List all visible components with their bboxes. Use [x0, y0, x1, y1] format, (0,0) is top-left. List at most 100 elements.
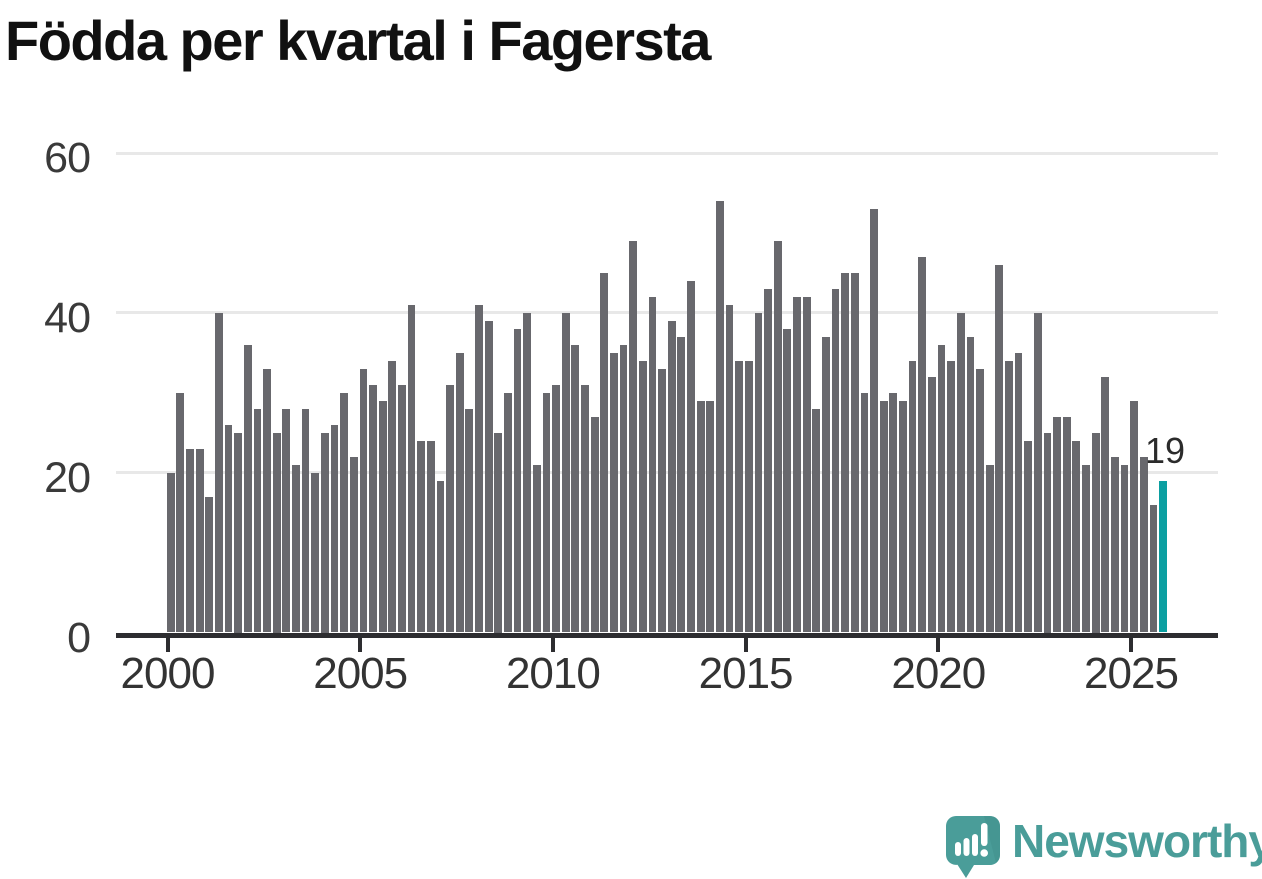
- x-axis-tick-2015: [743, 637, 748, 652]
- bar-2002Q3: [263, 368, 271, 633]
- bar-2000Q4: [195, 448, 204, 633]
- bar-2025Q3: [1149, 504, 1158, 633]
- bar-2009Q2: [523, 312, 532, 633]
- bar-2016Q1: [783, 328, 792, 633]
- bar-2012Q3: [648, 296, 657, 633]
- bar-2008Q1: [475, 304, 483, 633]
- y-axis-label-0: 0: [67, 613, 91, 662]
- bar-2012Q2: [638, 360, 647, 633]
- bar-2017Q4: [850, 272, 859, 633]
- bar-2017Q1: [821, 336, 830, 633]
- bar-2008Q4: [504, 392, 512, 633]
- bar-2023Q4: [1082, 464, 1090, 633]
- bar-2024Q4: [1120, 464, 1129, 633]
- bar-2014Q2: [715, 201, 724, 633]
- y-axis-label-20: 20: [44, 453, 91, 502]
- newsworthy-logo-text: Newsworthy: [1012, 815, 1262, 867]
- gridline-y-20: [116, 471, 1218, 475]
- bar-2016Q2: [793, 296, 801, 633]
- bar-2022Q3: [1033, 312, 1042, 633]
- bar-2005Q2: [369, 384, 377, 633]
- bar-2008Q2: [484, 320, 493, 633]
- bar-2011Q3: [610, 352, 618, 633]
- bar-2005Q1: [359, 368, 368, 633]
- bar-2006Q4: [426, 440, 435, 633]
- bar-2014Q3: [725, 304, 734, 633]
- bar-2012Q4: [658, 368, 666, 633]
- bar-2019Q4: [927, 376, 936, 633]
- x-axis-label-2025: 2025: [1084, 649, 1179, 698]
- bar-2009Q4: [542, 392, 551, 633]
- bar-2010Q2: [561, 312, 570, 633]
- newsworthy-logo: Newsworthy: [945, 815, 1262, 879]
- bar-2003Q1: [282, 408, 291, 633]
- bar-2019Q2: [908, 360, 917, 633]
- x-axis-tick-2010: [550, 637, 555, 652]
- bar-2013Q4: [696, 400, 705, 633]
- bar-2020Q1: [937, 344, 946, 633]
- bar-2003Q2: [292, 464, 300, 633]
- bar-2016Q4: [812, 408, 821, 633]
- bar-2018Q4: [889, 392, 898, 633]
- bar-2025Q4: [1159, 480, 1167, 633]
- bar-2018Q2: [870, 209, 878, 633]
- bar-2007Q3: [455, 352, 464, 633]
- bar-2015Q1: [744, 360, 753, 633]
- bar-2006Q1: [398, 384, 406, 633]
- bar-2011Q4: [619, 344, 628, 633]
- bar-2023Q1: [1053, 416, 1062, 633]
- bar-2017Q2: [831, 288, 840, 633]
- x-axis-tick-2020: [936, 637, 941, 652]
- bar-2019Q1: [899, 400, 907, 633]
- gridline-y-40: [116, 311, 1218, 315]
- x-axis-line: [116, 632, 1218, 638]
- bar-2008Q3: [494, 432, 503, 633]
- bar-2010Q1: [552, 384, 560, 633]
- bar-2001Q4: [234, 432, 243, 633]
- bar-2004Q3: [340, 392, 349, 633]
- bar-2023Q3: [1072, 440, 1081, 633]
- bar-2013Q2: [677, 336, 686, 633]
- bar-2024Q2: [1101, 376, 1110, 633]
- bar-2014Q4: [735, 360, 744, 633]
- bar-2003Q4: [311, 472, 320, 633]
- x-axis-tick-2000: [165, 637, 170, 652]
- bar-2025Q1: [1130, 400, 1139, 633]
- bar-2018Q1: [860, 392, 869, 633]
- bar-2022Q1: [1014, 352, 1023, 633]
- bar-2014Q1: [706, 400, 715, 633]
- chart-title: Födda per kvartal i Fagersta: [5, 9, 711, 72]
- bar-2006Q2: [407, 304, 416, 633]
- bar-2023Q2: [1062, 416, 1071, 633]
- bar-2000Q2: [176, 392, 185, 633]
- bar-2009Q3: [532, 464, 541, 633]
- gridline-y-60: [116, 151, 1218, 155]
- bar-2007Q2: [446, 384, 454, 633]
- bar-2004Q4: [349, 456, 358, 633]
- bar-2002Q1: [243, 344, 252, 633]
- bar-2000Q3: [186, 448, 194, 633]
- bar-2017Q3: [841, 272, 850, 633]
- bar-2007Q4: [465, 408, 474, 633]
- x-axis-label-2020: 2020: [891, 649, 986, 698]
- bar-2018Q3: [879, 400, 888, 633]
- bar-2016Q3: [802, 296, 811, 633]
- bar-2013Q1: [667, 320, 676, 633]
- bar-2021Q4: [1005, 360, 1013, 633]
- bar-2005Q4: [388, 360, 397, 633]
- bar-2002Q2: [253, 408, 262, 633]
- bar-2002Q4: [272, 432, 281, 633]
- bar-2001Q3: [224, 424, 233, 633]
- bar-2009Q1: [513, 328, 522, 633]
- bar-2003Q3: [301, 408, 310, 633]
- bar-2004Q2: [330, 424, 339, 633]
- newsworthy-logo-icon: [946, 816, 1000, 878]
- bar-2020Q4: [966, 336, 975, 633]
- bar-2001Q2: [214, 312, 223, 633]
- x-axis-label-2015: 2015: [698, 649, 794, 698]
- bar-2021Q2: [985, 464, 994, 633]
- bar-2015Q3: [764, 288, 772, 633]
- bar-2015Q4: [773, 240, 782, 633]
- bar-2022Q4: [1043, 432, 1052, 633]
